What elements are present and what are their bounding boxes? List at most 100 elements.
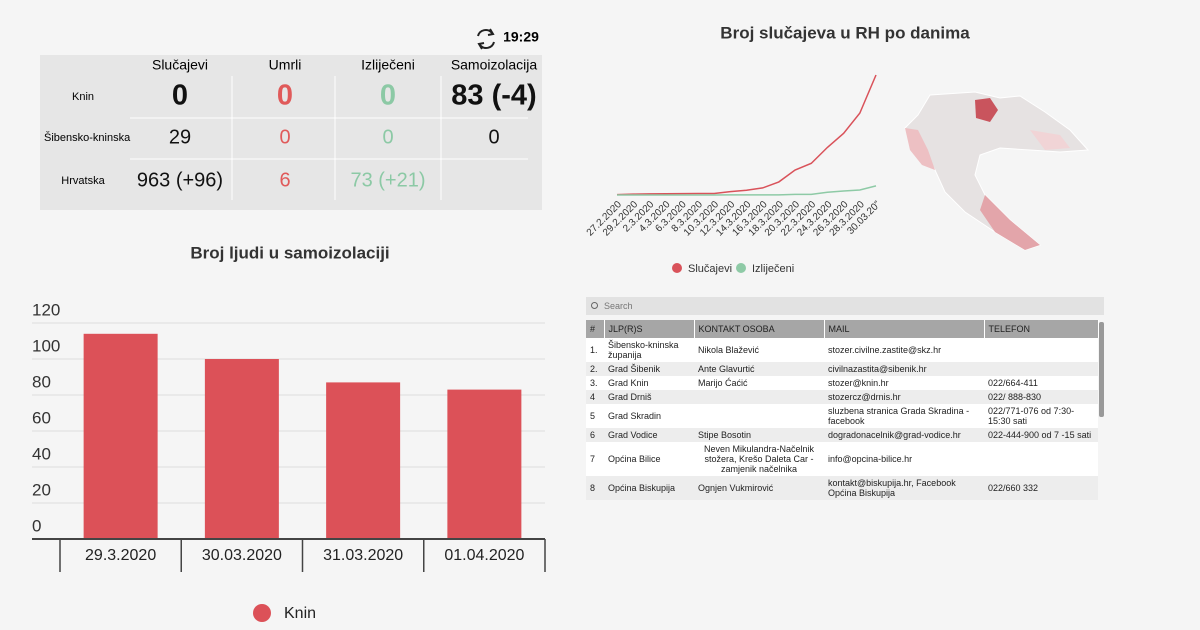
table-row: 3. Grad Knin Marijo Ćaćić stozer@knin.hr 022… <box>586 376 1098 390</box>
stat-value: 73 (+21) <box>350 169 425 191</box>
stat-value: 29 <box>169 126 191 148</box>
y-tick-label: 0 <box>32 516 41 535</box>
chart-title: Broj ljudi u samoizolaciji <box>190 243 389 262</box>
stats-panel <box>40 55 542 210</box>
legend-marker <box>672 263 682 273</box>
refresh-arrow <box>477 42 485 50</box>
table-cell: 4 <box>586 390 604 404</box>
line-series <box>617 185 877 196</box>
table-cell: 3. <box>586 376 604 390</box>
table-cell: Grad Skradin <box>604 404 694 428</box>
column-header: JLP(R)S <box>604 320 695 338</box>
table-cell: Nikola Blažević <box>694 338 824 362</box>
legend-label: Slučajevi <box>688 263 732 275</box>
table-cell <box>984 338 1098 362</box>
column-header: Slučajevi <box>152 57 208 73</box>
table-cell: 2. <box>586 362 604 376</box>
x-tick-label: 29.3.2020 <box>85 547 156 564</box>
table: # JLP(R)S KONTAKT OSOBA MAIL TELEFON 1. Šiben… <box>586 320 1099 500</box>
bar <box>204 359 279 539</box>
table-row: 4 Grad Drniš stozercz@drnis.hr 022/ 888-830 <box>586 390 1098 404</box>
table-cell: kontakt@biskupija.hr, Facebook Općina Bi… <box>824 476 984 500</box>
time: 19:29 <box>503 29 539 45</box>
x-tick-label: 31.03.2020 <box>323 547 403 564</box>
table-cell: 022/771-076 od 7:30-15:30 sati <box>984 404 1098 428</box>
scrollbar[interactable] <box>1099 322 1104 417</box>
table-cell: civilnazastita@sibenik.hr <box>824 362 984 376</box>
map-region <box>975 98 998 122</box>
row-label: Knin <box>72 91 94 103</box>
column-header: Umrli <box>269 57 302 73</box>
table-cell: 7 <box>586 442 604 476</box>
table-cell: Grad Vodice <box>604 428 694 442</box>
row-label: Hrvatska <box>61 175 105 187</box>
legend-marker <box>736 263 746 273</box>
table-cell: 022/664-411 <box>984 376 1098 390</box>
map-region <box>1030 130 1070 150</box>
table-cell: stozercz@drnis.hr <box>824 390 984 404</box>
table-row: 8 Općina Biskupija Ognjen Vukmirović kontak… <box>586 476 1098 500</box>
table-row: 7 Općina Bilice Neven Mikulandra-Načelnik … <box>586 442 1098 476</box>
column-header: Samoizolacija <box>451 57 538 73</box>
table-cell: 022/660 332 <box>984 476 1098 500</box>
row-label: Šibensko-kninska <box>44 131 131 144</box>
y-tick-label: 40 <box>32 444 51 463</box>
table-cell: Marijo Ćaćić <box>694 376 824 390</box>
table-body: 1. Šibensko-kninska županija Nikola Blažev… <box>586 338 1098 500</box>
y-tick-label: 60 <box>32 408 51 427</box>
refresh-arrow <box>487 28 495 36</box>
refresh-icon[interactable] <box>477 28 495 50</box>
legend-marker <box>253 604 271 622</box>
search-box[interactable]: Search <box>586 297 1104 315</box>
stat-value: 0 <box>279 126 290 148</box>
line-series <box>616 74 877 196</box>
table-cell: Ognjen Vukmirović <box>694 476 824 500</box>
stat-value: 0 <box>172 80 188 112</box>
table-cell: dogradonacelnik@grad-vodice.hr <box>824 428 984 442</box>
table-row: 2. Grad Šibenik Ante Glavurtić civilnazasti… <box>586 362 1098 376</box>
stat-value: 0 <box>277 80 293 112</box>
header-row: # JLP(R)S KONTAKT OSOBA MAIL TELEFON <box>586 320 1099 338</box>
bar <box>83 333 158 539</box>
table-cell: Stipe Bosotin <box>694 428 824 442</box>
stat-value: 83 (-4) <box>451 80 536 112</box>
stat-value: 0 <box>380 80 396 112</box>
table-cell <box>694 390 824 404</box>
table-cell: info@opcina-bilice.hr <box>824 442 984 476</box>
table-cell: 5 <box>586 404 604 428</box>
chart-title: Broj slučajeva u RH po danima <box>720 23 970 42</box>
y-tick-label: 20 <box>32 480 51 499</box>
map <box>904 91 1090 251</box>
legend-label: Izliječeni <box>752 263 794 275</box>
table-cell: Općina Biskupija <box>604 476 694 500</box>
table-cell: Općina Bilice <box>604 442 694 476</box>
table-cell: stozer@knin.hr <box>824 376 984 390</box>
table-cell <box>694 404 824 428</box>
table-row: 6 Grad Vodice Stipe Bosotin dogradonacelnik… <box>586 428 1098 442</box>
x-tick-label: 01.04.2020 <box>444 547 524 564</box>
table-cell <box>984 442 1098 476</box>
table-cell: 022-444-900 od 7 -15 sati <box>984 428 1098 442</box>
column-header: MAIL <box>824 320 985 338</box>
table-row: 5 Grad Skradin sluzbena stranica Grada Skr… <box>586 404 1098 428</box>
table-cell <box>984 362 1098 376</box>
stat-value: 6 <box>279 169 290 191</box>
table-cell: 1. <box>586 338 604 362</box>
map-region <box>905 128 935 170</box>
bar <box>326 382 401 539</box>
contacts-table: Search # JLP(R)S KONTAKT OSOBA MAIL TELEFON … <box>586 297 1104 547</box>
table-cell: Grad Šibenik <box>604 362 694 376</box>
x-tick-label: 30.03.2020 <box>202 547 282 564</box>
table-cell: Ante Glavurtić <box>694 362 824 376</box>
table-cell: stozer.civilne.zastite@skz.hr <box>824 338 984 362</box>
map-region <box>980 195 1040 250</box>
column-header: # <box>586 320 605 338</box>
table-cell: Grad Knin <box>604 376 694 390</box>
table-cell: 022/ 888-830 <box>984 390 1098 404</box>
column-header: TELEFON <box>984 320 1099 338</box>
column-header: KONTAKT OSOBA <box>694 320 825 338</box>
table-cell: 8 <box>586 476 604 500</box>
stat-value: 0 <box>488 126 499 148</box>
